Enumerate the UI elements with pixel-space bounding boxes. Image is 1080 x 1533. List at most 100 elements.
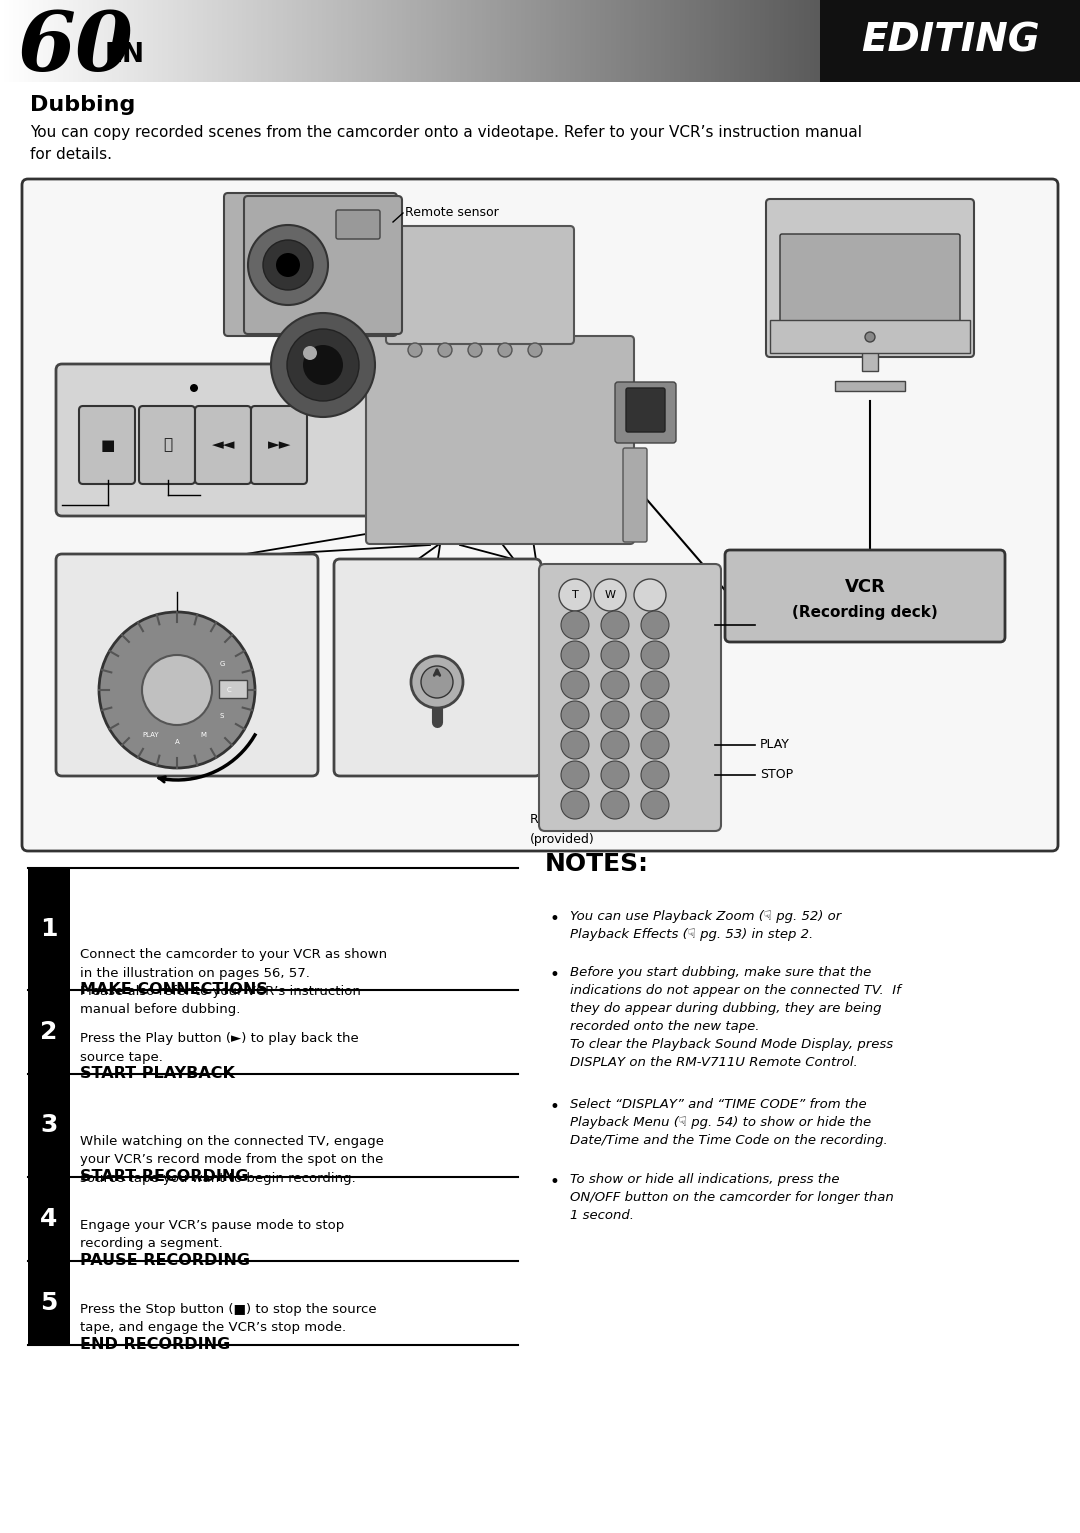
Bar bbox=[28, 0, 30, 81]
Bar bbox=[920, 0, 922, 81]
Bar bbox=[86, 0, 89, 81]
Bar bbox=[471, 0, 473, 81]
Bar bbox=[812, 0, 814, 81]
Circle shape bbox=[421, 665, 453, 698]
Bar bbox=[52, 0, 54, 81]
Text: Stop button: Stop button bbox=[62, 500, 135, 514]
Bar bbox=[238, 0, 240, 81]
Text: 2: 2 bbox=[40, 1019, 57, 1044]
Bar bbox=[339, 0, 341, 81]
Bar bbox=[248, 0, 251, 81]
Text: (provided): (provided) bbox=[530, 832, 595, 846]
Bar bbox=[894, 0, 896, 81]
Bar bbox=[1007, 0, 1009, 81]
Bar bbox=[505, 0, 508, 81]
Text: •: • bbox=[550, 966, 559, 984]
Bar bbox=[838, 0, 840, 81]
Bar bbox=[326, 0, 328, 81]
Bar bbox=[460, 0, 462, 81]
Bar bbox=[770, 320, 970, 353]
Bar bbox=[804, 0, 806, 81]
Circle shape bbox=[642, 791, 669, 819]
Bar bbox=[581, 0, 583, 81]
Bar bbox=[1028, 0, 1030, 81]
Bar bbox=[721, 0, 724, 81]
Bar bbox=[890, 0, 892, 81]
Bar bbox=[912, 0, 914, 81]
Bar bbox=[112, 0, 114, 81]
Bar bbox=[734, 0, 737, 81]
FancyBboxPatch shape bbox=[224, 193, 397, 336]
Bar bbox=[259, 0, 261, 81]
Bar bbox=[121, 0, 123, 81]
Bar bbox=[588, 0, 590, 81]
Circle shape bbox=[411, 656, 463, 708]
Bar bbox=[210, 0, 212, 81]
Bar bbox=[953, 0, 955, 81]
Bar bbox=[780, 0, 782, 81]
Bar bbox=[1017, 0, 1020, 81]
Bar bbox=[415, 0, 417, 81]
Bar bbox=[149, 0, 151, 81]
Bar bbox=[696, 0, 698, 81]
Bar bbox=[996, 0, 998, 81]
Bar bbox=[808, 0, 810, 81]
Bar bbox=[97, 0, 99, 81]
Bar bbox=[475, 0, 477, 81]
Bar bbox=[313, 0, 315, 81]
Bar bbox=[674, 0, 676, 81]
Bar bbox=[140, 0, 143, 81]
Bar bbox=[456, 0, 458, 81]
Bar bbox=[30, 0, 32, 81]
Bar bbox=[635, 0, 637, 81]
Bar bbox=[1054, 0, 1056, 81]
Text: W: W bbox=[605, 590, 616, 599]
Bar bbox=[300, 0, 302, 81]
Circle shape bbox=[287, 330, 359, 402]
Bar bbox=[544, 0, 546, 81]
Bar bbox=[54, 0, 56, 81]
Bar bbox=[825, 0, 827, 81]
Bar bbox=[542, 0, 544, 81]
Bar bbox=[69, 0, 71, 81]
Bar bbox=[28, 1177, 70, 1262]
FancyBboxPatch shape bbox=[766, 199, 974, 357]
Bar bbox=[309, 0, 311, 81]
Bar bbox=[233, 0, 235, 81]
Bar bbox=[1067, 0, 1069, 81]
Bar bbox=[503, 0, 505, 81]
Bar bbox=[702, 0, 704, 81]
Bar bbox=[374, 0, 376, 81]
Circle shape bbox=[600, 791, 629, 819]
Bar bbox=[391, 0, 393, 81]
Bar bbox=[1048, 0, 1050, 81]
Bar bbox=[445, 0, 447, 81]
Bar bbox=[1069, 0, 1071, 81]
Bar bbox=[741, 0, 743, 81]
Bar bbox=[713, 0, 715, 81]
Bar bbox=[469, 0, 471, 81]
Bar bbox=[957, 0, 959, 81]
Bar bbox=[851, 0, 853, 81]
Bar bbox=[125, 0, 127, 81]
Bar bbox=[495, 0, 497, 81]
Bar bbox=[981, 0, 983, 81]
Bar bbox=[78, 0, 80, 81]
Bar bbox=[192, 0, 194, 81]
Bar bbox=[592, 0, 594, 81]
Bar bbox=[253, 0, 255, 81]
Circle shape bbox=[190, 383, 198, 392]
Circle shape bbox=[600, 641, 629, 668]
Bar bbox=[508, 0, 510, 81]
Bar bbox=[540, 0, 542, 81]
Bar bbox=[296, 0, 298, 81]
Circle shape bbox=[642, 731, 669, 759]
Text: Lock button: Lock button bbox=[82, 589, 156, 601]
Bar bbox=[652, 0, 654, 81]
Bar bbox=[663, 0, 665, 81]
Text: 1: 1 bbox=[40, 917, 57, 941]
Bar bbox=[417, 0, 419, 81]
Bar bbox=[683, 0, 685, 81]
Text: 3: 3 bbox=[40, 1113, 57, 1137]
Bar bbox=[458, 0, 460, 81]
